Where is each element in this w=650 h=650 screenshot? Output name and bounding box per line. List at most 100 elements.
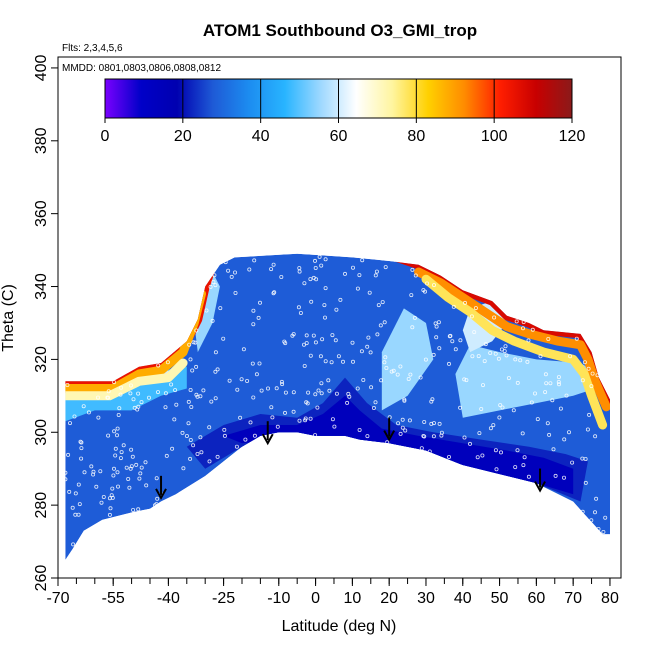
obs-point: [502, 349, 507, 354]
x-tick-label: -55: [102, 590, 125, 607]
obs-point: [229, 274, 234, 279]
obs-point: [119, 450, 124, 455]
obs-point: [580, 456, 585, 461]
obs-point: [421, 288, 426, 293]
obs-point: [188, 357, 193, 362]
obs-point: [198, 394, 203, 399]
obs-point: [437, 421, 442, 426]
obs-point: [334, 307, 339, 312]
obs-point: [548, 381, 553, 386]
obs-point: [129, 447, 134, 452]
obs-point: [73, 512, 78, 517]
obs-point: [535, 417, 540, 422]
obs-point: [170, 446, 175, 451]
obs-point: [462, 377, 467, 382]
obs-point: [376, 303, 381, 308]
obs-point: [402, 397, 407, 402]
obs-point: [332, 424, 337, 429]
obs-point: [96, 415, 101, 420]
obs-point: [545, 421, 550, 426]
obs-point: [110, 486, 115, 491]
obs-point: [410, 267, 415, 272]
obs-point: [72, 414, 77, 419]
obs-point: [492, 315, 497, 320]
x-tick-label: -10: [267, 590, 290, 607]
obs-point: [117, 406, 122, 411]
obs-point: [380, 300, 385, 305]
obs-point: [477, 431, 482, 436]
obs-point: [409, 293, 414, 298]
obs-point: [137, 476, 142, 481]
obs-point: [215, 367, 220, 372]
obs-point: [194, 364, 199, 369]
colorbar-tick-label: 80: [407, 128, 425, 145]
obs-point: [398, 364, 403, 369]
colorbar-tick-label: 0: [101, 128, 110, 145]
obs-point: [431, 421, 436, 426]
obs-point: [350, 359, 355, 364]
obs-point: [115, 470, 120, 475]
obs-point: [232, 270, 237, 275]
obs-point: [315, 405, 320, 410]
obs-point: [311, 333, 316, 338]
obs-point: [186, 421, 191, 426]
y-tick-label: 340: [33, 273, 50, 300]
obs-point: [412, 315, 417, 320]
obs-point: [543, 372, 548, 377]
obs-point: [94, 484, 99, 489]
obs-point: [546, 336, 551, 341]
obs-point: [493, 351, 498, 356]
obs-point: [526, 338, 531, 343]
obs-point: [252, 258, 257, 263]
obs-point: [291, 390, 296, 395]
obs-point: [188, 456, 193, 461]
obs-point: [173, 388, 178, 393]
x-tick-label: 0: [311, 590, 320, 607]
obs-point: [480, 383, 485, 388]
flight-markers: [155, 417, 546, 500]
obs-point: [251, 308, 256, 313]
obs-point: [473, 306, 478, 311]
colorbar-tick-label: 20: [174, 128, 192, 145]
colorbar-tick-label: 120: [559, 128, 586, 145]
obs-point: [496, 356, 501, 361]
obs-point: [400, 425, 405, 430]
obs-point: [499, 347, 504, 352]
obs-point: [79, 456, 84, 461]
obs-point: [525, 359, 530, 364]
obs-point: [131, 397, 136, 402]
field-region-6: [381, 308, 434, 411]
obs-point: [464, 378, 469, 383]
obs-point: [65, 477, 68, 482]
obs-point: [86, 410, 91, 415]
y-tick-label: 280: [33, 492, 50, 519]
obs-point: [265, 386, 270, 391]
obs-point: [520, 431, 525, 436]
obs-point: [198, 435, 203, 440]
obs-point: [366, 335, 371, 340]
obs-point: [269, 405, 274, 410]
obs-point: [303, 418, 308, 423]
y-axis-label: Theta (C): [0, 284, 17, 352]
obs-point: [570, 460, 575, 465]
obs-point: [194, 328, 199, 333]
x-axis-label: Latitude (deg N): [282, 618, 397, 635]
obs-point: [603, 515, 608, 520]
obs-point: [361, 377, 366, 382]
obs-point: [207, 459, 212, 464]
obs-point: [422, 434, 427, 439]
obs-point: [355, 286, 360, 291]
obs-point: [257, 300, 262, 305]
obs-point: [521, 326, 526, 331]
obs-point: [269, 267, 274, 272]
obs-point: [319, 263, 324, 268]
x-tick-label: 70: [564, 590, 582, 607]
colorbar-tick-label: 100: [481, 128, 508, 145]
obs-point: [190, 368, 195, 373]
obs-point: [155, 496, 160, 501]
obs-point: [155, 390, 160, 395]
obs-point: [469, 314, 474, 319]
obs-point: [308, 353, 313, 358]
obs-point: [156, 363, 161, 368]
